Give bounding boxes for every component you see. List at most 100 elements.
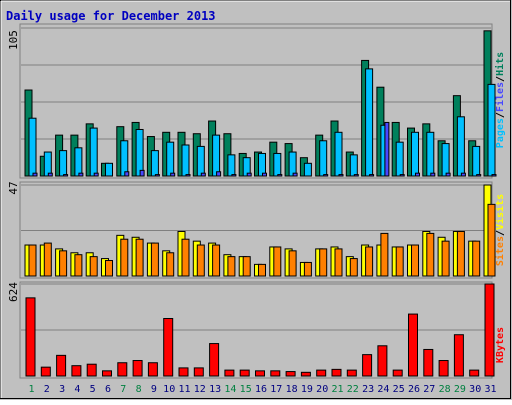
pages-bar [139,169,145,177]
kbytes-bar [132,360,143,377]
pages-bar [63,174,69,177]
sites-bar [135,238,144,277]
x-axis-labels: 1 2 3 4 5 6 7 8 9 10 11 12 13 14 15 16 17 18 19 20 21 22 23 24 2… [28,384,496,395]
sites-bar [105,260,113,277]
sites-bar [227,256,236,277]
pages-bar [78,172,84,177]
pages-bar [460,172,466,177]
files-bar [212,134,221,177]
kbytes-bar [362,354,373,377]
kbytes-bar [117,362,128,377]
sites-bar [74,254,83,277]
x-axis-day-label: 17 [270,384,282,395]
kbytes-bar [209,343,220,377]
x-axis-day-label: 9 [151,384,157,395]
x-axis-day-label: 12 [194,384,206,395]
x-axis-day-label: 25 [393,384,405,395]
pages-bar [47,172,53,177]
sites-bar [487,203,496,277]
chart-title: Daily usage for December 2013 [6,9,216,23]
sites-bar [334,248,343,277]
files-bar [303,162,312,177]
x-axis-day-label: 22 [347,384,359,395]
x-axis-day-label: 1 [28,384,34,395]
pages-bar [170,172,176,177]
pages-bar [200,172,206,177]
svg-text:Pages/Files/Hits: Pages/Files/Hits [494,52,506,148]
sites-bar [380,232,389,277]
files-bar [89,127,98,177]
legend-sites: Sites [494,236,506,266]
kbytes-bar [255,370,265,377]
files-bar [105,162,113,177]
kbytes-bar [469,369,480,377]
x-axis-day-label: 13 [209,384,221,395]
kbytes-bar [423,348,434,377]
kbytes-ymax-label: 624 [7,282,20,302]
sites-bar [426,232,435,277]
x-axis-day-label: 19 [301,384,313,395]
kbytes-bar [224,369,235,377]
files-bar [59,150,68,177]
sites-bar [349,258,358,277]
legend-pages: Pages [495,118,506,148]
kbytes-bar [453,334,464,377]
x-axis-day-label: 28 [439,384,451,395]
kbytes-bar [270,370,281,377]
visits-legend: Sites/Visits [494,194,506,266]
files-bar [166,141,175,177]
sites-bar [319,248,328,277]
files-bar [334,131,343,177]
legend-files: Files [494,82,506,112]
legend-kbytes: KBytes [495,327,506,363]
kbytes-bar [438,360,449,377]
x-axis-day-label: 21 [331,384,343,395]
x-axis-day-label: 18 [286,384,298,395]
chart-bars [21,27,497,377]
kbytes-bar [40,366,51,377]
pages-bar [124,171,130,177]
x-axis-day-label: 29 [454,384,466,395]
kbytes-bar [239,369,250,377]
pages-bar [338,174,344,177]
files-bar [487,83,496,177]
hits-legend: Pages/Files/Hits [494,52,506,148]
files-bar [74,147,83,177]
pages-bar [399,174,405,177]
x-axis-day-label: 7 [120,384,126,395]
sites-bar [59,250,68,277]
pages-bar [445,172,451,177]
sites-bar [273,246,282,277]
files-bar [258,152,266,177]
files-bar [426,131,435,177]
x-axis-day-label: 4 [74,384,80,395]
sites-bar [120,238,129,277]
files-bar [456,116,465,177]
x-axis-day-label: 27 [423,384,435,395]
sites-bar [212,244,221,277]
legend-hits: Hits [494,52,506,76]
sites-bar [411,244,419,277]
sites-bar [181,238,190,277]
legend-separator: / [495,76,506,82]
kbytes-bar [331,368,342,377]
svg-text:Sites/Visits: Sites/Visits [494,194,506,266]
x-axis-day-label: 26 [408,384,420,395]
files-bar [411,131,419,177]
pages-bar [292,172,298,177]
kbytes-bar [163,318,174,377]
sites-bar [89,256,98,277]
files-bar [349,154,358,177]
files-bar [196,145,205,177]
sites-bar [365,246,374,277]
x-axis-day-label: 30 [469,384,481,395]
x-axis-day-label: 3 [59,384,65,395]
pages-bar [231,174,237,177]
pages-bar [32,172,38,177]
sites-bar [258,263,266,277]
pages-bar [262,172,267,177]
pages-bar [353,174,359,177]
sites-bar [166,252,175,277]
files-bar [181,144,190,177]
pages-bar [154,174,160,177]
